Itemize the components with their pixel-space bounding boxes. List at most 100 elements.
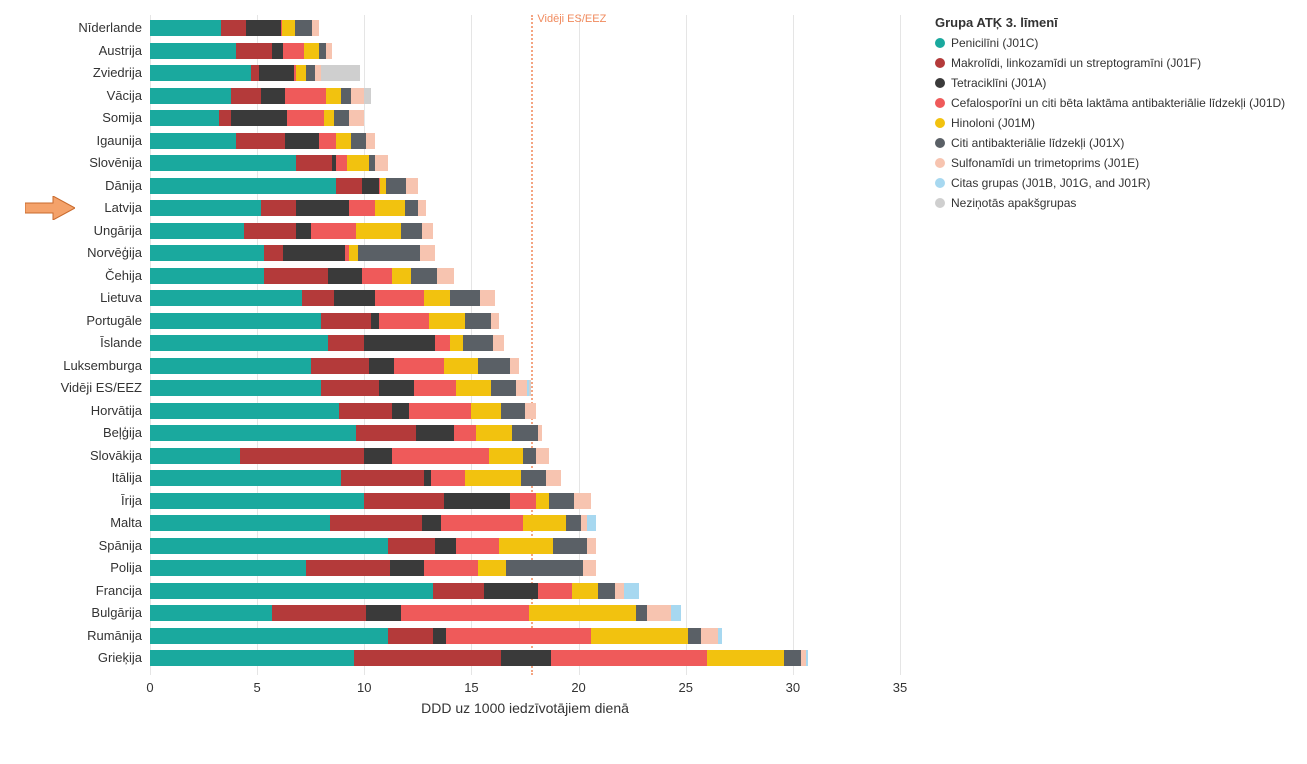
bar-segment [219, 110, 232, 126]
bar-segment [251, 65, 260, 81]
bar-segment [465, 313, 491, 329]
bar-segment [375, 290, 424, 306]
y-tick-label: Zviedrija [2, 65, 142, 81]
bar-row [150, 245, 900, 261]
bar-segment [362, 268, 392, 284]
bar-segment [264, 268, 328, 284]
bar-segment [478, 358, 510, 374]
bar-row [150, 628, 900, 644]
legend-item: Citas grupas (J01B, J01G, and J01R) [935, 176, 1285, 190]
bar-segment [364, 493, 443, 509]
bar-row [150, 110, 900, 126]
bar-segment [306, 560, 390, 576]
bar-segment [420, 245, 435, 261]
y-tick-label: Grieķija [2, 650, 142, 666]
bar-segment [150, 448, 240, 464]
bar-segment [476, 425, 512, 441]
bar-segment [401, 223, 422, 239]
legend-swatch-icon [935, 58, 945, 68]
bar-segment [510, 493, 536, 509]
bar-segment [347, 155, 368, 171]
bar-segment [583, 560, 596, 576]
bar-segment [285, 133, 319, 149]
bar-segment [334, 110, 349, 126]
bar-segment [311, 223, 356, 239]
bar-segment [538, 583, 572, 599]
bar-segment [150, 650, 354, 666]
x-tick-label: 15 [451, 680, 491, 695]
bar-segment [221, 20, 247, 36]
bar-segment [356, 425, 416, 441]
bar-segment [150, 583, 433, 599]
bar-segment [282, 20, 295, 36]
y-tick-label: Francija [2, 583, 142, 599]
x-axis-title: DDD uz 1000 iedzīvotājiem dienā [150, 700, 900, 716]
bar-segment [450, 290, 480, 306]
bar-row [150, 538, 900, 554]
bar-segment [150, 290, 302, 306]
bar-segment [283, 43, 304, 59]
bar-segment [351, 133, 366, 149]
bar-segment [701, 628, 718, 644]
legend-label: Citas grupas (J01B, J01G, and J01R) [951, 176, 1150, 190]
bar-segment [150, 605, 272, 621]
bar-segment [302, 290, 334, 306]
bar-row [150, 313, 900, 329]
bar-row [150, 358, 900, 374]
bar-segment [375, 200, 405, 216]
legend-item: Cefalosporīni un citi bēta laktāma antib… [935, 96, 1285, 110]
bar-segment [478, 560, 506, 576]
bar-row [150, 200, 900, 216]
bar-segment [311, 358, 369, 374]
legend-swatch-icon [935, 198, 945, 208]
bar-segment [806, 650, 808, 666]
y-tick-label: Slovākija [2, 448, 142, 464]
bar-segment [501, 650, 550, 666]
bar-segment [491, 313, 500, 329]
y-tick-label: Ungārija [2, 223, 142, 239]
bar-segment [369, 358, 395, 374]
bar-segment [525, 403, 536, 419]
legend-label: Cefalosporīni un citi bēta laktāma antib… [951, 96, 1285, 110]
bar-segment [150, 538, 388, 554]
bar-row [150, 605, 900, 621]
bar-segment [362, 178, 379, 194]
bar-segment [304, 43, 319, 59]
bar-segment [553, 538, 587, 554]
bar-segment [150, 223, 244, 239]
bar-segment [328, 335, 364, 351]
legend-item: Tetraciklīni (J01A) [935, 76, 1285, 90]
bar-row [150, 133, 900, 149]
bar-segment [240, 448, 364, 464]
bar-segment [388, 628, 433, 644]
bar-segment [349, 245, 358, 261]
bar-segment [480, 290, 495, 306]
legend-label: Makrolīdi, linkozamīdi un streptogramīni… [951, 56, 1201, 70]
bar-segment [150, 178, 336, 194]
legend-item: Citi antibakteriālie līdzekļi (J01X) [935, 136, 1285, 150]
bar-segment [424, 560, 478, 576]
bar-segment [444, 493, 510, 509]
bar-segment [351, 88, 364, 104]
bar-segment [296, 65, 307, 81]
legend-item: Makrolīdi, linkozamīdi un streptogramīni… [935, 56, 1285, 70]
y-tick-label: Nīderlande [2, 20, 142, 36]
bar-segment [521, 470, 547, 486]
bar-segment [336, 178, 362, 194]
bar-segment [236, 43, 272, 59]
bar-segment [379, 313, 428, 329]
bar-segment [150, 268, 264, 284]
bar-segment [489, 448, 523, 464]
y-tick-label: Rumānija [2, 628, 142, 644]
bar-segment [536, 448, 549, 464]
bar-segment [446, 628, 592, 644]
bar-row [150, 335, 900, 351]
legend-swatch-icon [935, 138, 945, 148]
bar-segment [624, 583, 639, 599]
x-tick-label: 5 [237, 680, 277, 695]
bar-segment [463, 335, 493, 351]
y-tick-label: Vidēji ES/EEZ [2, 380, 142, 396]
bar-segment [375, 155, 388, 171]
bar-segment [424, 290, 450, 306]
bar-segment [433, 583, 484, 599]
